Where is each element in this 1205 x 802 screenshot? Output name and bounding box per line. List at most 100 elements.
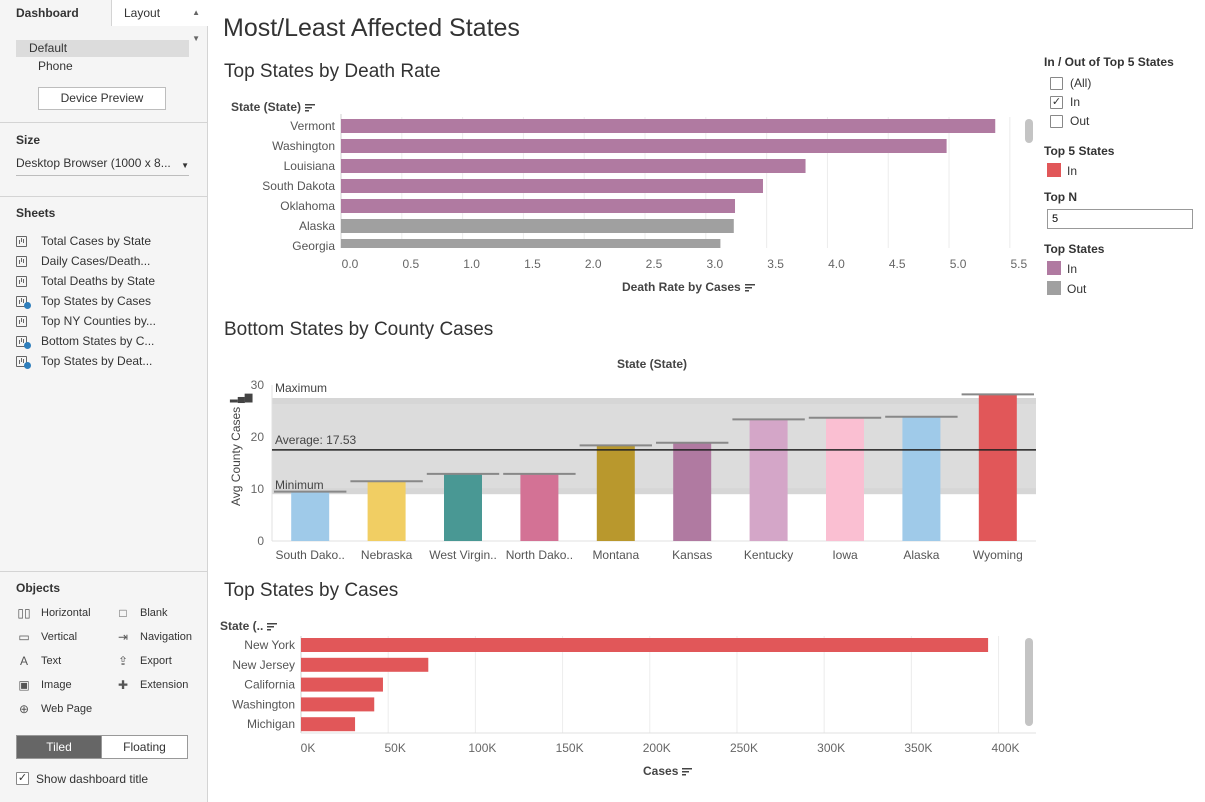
x-tick-label: 4.5 xyxy=(889,257,906,271)
navigation-icon: ⇥ xyxy=(117,630,129,644)
x-tick-label: Nebraska xyxy=(361,548,413,562)
legend-swatch-in[interactable] xyxy=(1047,261,1061,275)
tiled-button[interactable]: Tiled xyxy=(16,735,102,759)
y-tick-label: Louisiana xyxy=(284,159,336,173)
death-rate-row-header-label: State (State) xyxy=(231,100,302,114)
county-chart-title: Bottom States by County Cases xyxy=(224,319,494,340)
object-label: Extension xyxy=(140,679,189,691)
x-tick-label: 50K xyxy=(385,741,406,755)
legend-swatch-out[interactable] xyxy=(1047,281,1061,295)
cases-x-axis-title[interactable]: Cases xyxy=(643,764,693,778)
x-tick-label: Alaska xyxy=(903,548,939,562)
worksheet-icon xyxy=(16,256,27,267)
updown-arrow-icon: ▲ ▼ xyxy=(192,8,200,43)
bar xyxy=(673,442,712,541)
y-tick-label: Georgia xyxy=(292,239,335,253)
panel-tabs: Dashboard Layout ▲ ▼ xyxy=(0,0,208,43)
death-rate-chart-title: Top States by Death Rate xyxy=(224,61,441,82)
x-tick-label: 3.0 xyxy=(706,257,723,271)
object-label: Export xyxy=(140,655,172,667)
x-tick-label: 4.0 xyxy=(828,257,845,271)
device-option-phone[interactable]: Phone xyxy=(38,59,73,73)
y-tick-label: 30 xyxy=(251,378,265,392)
x-tick-label: 250K xyxy=(730,741,758,755)
bar xyxy=(341,119,996,133)
sheet-item-label: Total Deaths by State xyxy=(41,274,156,288)
filter-checkbox[interactable]: ✓ xyxy=(1050,96,1063,109)
worksheet-icon xyxy=(16,276,27,287)
bar xyxy=(301,638,989,652)
y-tick-label: 20 xyxy=(251,430,265,444)
top-states-legend-title: Top States xyxy=(1044,242,1105,256)
bar xyxy=(367,481,406,541)
x-tick-label: Kansas xyxy=(672,548,712,562)
x-tick-label: 0.5 xyxy=(402,257,419,271)
y-tick-label: New York xyxy=(244,638,296,652)
blank-icon: □ xyxy=(119,606,127,620)
objects-section-title: Objects xyxy=(16,581,61,595)
dashboard-title: Most/Least Affected States xyxy=(223,14,520,42)
sort-icon[interactable] xyxy=(267,622,278,631)
bar xyxy=(341,159,806,173)
bar xyxy=(341,199,736,213)
object-label: Text xyxy=(41,655,62,667)
bar xyxy=(749,419,788,541)
object-label: Web Page xyxy=(41,703,93,715)
death-rate-row-header[interactable]: State (State) xyxy=(231,100,316,114)
device-option-default[interactable]: Default xyxy=(16,40,189,57)
sort-icon: ▂▄▆ xyxy=(229,392,253,404)
x-tick-label: 0.0 xyxy=(342,257,359,271)
y-tick-label: Vermont xyxy=(290,119,335,133)
filter-checkbox[interactable] xyxy=(1050,115,1063,128)
filter-option-label: (All) xyxy=(1070,76,1092,90)
death-rate-scrollbar[interactable] xyxy=(1025,119,1033,143)
legend-swatch-in[interactable] xyxy=(1047,163,1061,177)
sheet-item-label: Daily Cases/Death... xyxy=(41,254,151,268)
worksheet-icon xyxy=(16,316,27,327)
y-tick-label: Oklahoma xyxy=(280,199,335,213)
divider xyxy=(0,196,208,197)
worksheet-icon xyxy=(16,296,27,307)
y-tick-label: 10 xyxy=(251,482,265,496)
size-dropdown-value: Desktop Browser (1000 x 8... xyxy=(16,156,171,170)
topn-title: Top N xyxy=(1044,190,1078,204)
bar xyxy=(341,139,947,153)
filter-checkbox[interactable] xyxy=(1050,77,1063,90)
cases-row-header[interactable]: State (.. xyxy=(220,619,278,633)
x-tick-label: Iowa xyxy=(832,548,858,562)
sort-icon[interactable] xyxy=(744,283,755,292)
device-preview-button[interactable]: Device Preview xyxy=(38,87,166,110)
bar xyxy=(520,473,559,541)
object-label: Vertical xyxy=(41,631,78,643)
bar xyxy=(978,394,1017,541)
tab-layout[interactable]: Layout ▲ ▼ xyxy=(111,0,208,43)
sheet-item-label: Bottom States by C... xyxy=(41,334,155,348)
size-dropdown[interactable]: Desktop Browser (1000 x 8... ▼ xyxy=(16,154,189,176)
bar xyxy=(341,239,721,248)
bar xyxy=(596,445,635,541)
tab-dashboard[interactable]: Dashboard xyxy=(0,0,111,26)
sort-icon[interactable] xyxy=(305,103,316,112)
vertical-icon: ▭ xyxy=(18,630,30,644)
topn-input[interactable] xyxy=(1047,209,1193,229)
caret-down-icon: ▼ xyxy=(181,161,189,170)
x-tick-label: West Virgin.. xyxy=(429,548,497,562)
floating-button[interactable]: Floating xyxy=(101,735,188,759)
cases-scrollbar[interactable] xyxy=(1025,638,1033,726)
y-tick-label: California xyxy=(244,678,295,692)
y-tick-label: 0 xyxy=(257,534,264,548)
x-tick-label: 150K xyxy=(556,741,584,755)
bar xyxy=(341,219,734,233)
y-axis-title: Avg County Cases xyxy=(229,407,243,506)
cases-chart-title: Top States by Cases xyxy=(224,580,399,601)
death-rate-x-axis-title[interactable]: Death Rate by Cases xyxy=(622,280,755,294)
x-tick-label: South Dako.. xyxy=(276,548,345,562)
bar xyxy=(826,417,864,541)
size-section-title: Size xyxy=(16,133,41,147)
worksheet-icon xyxy=(16,356,27,367)
x-tick-label: 300K xyxy=(817,741,845,755)
show-title-checkbox[interactable]: ✓ xyxy=(16,772,29,785)
sort-icon[interactable] xyxy=(682,767,693,776)
text-icon: A xyxy=(19,654,28,668)
object-label: Navigation xyxy=(140,631,192,643)
